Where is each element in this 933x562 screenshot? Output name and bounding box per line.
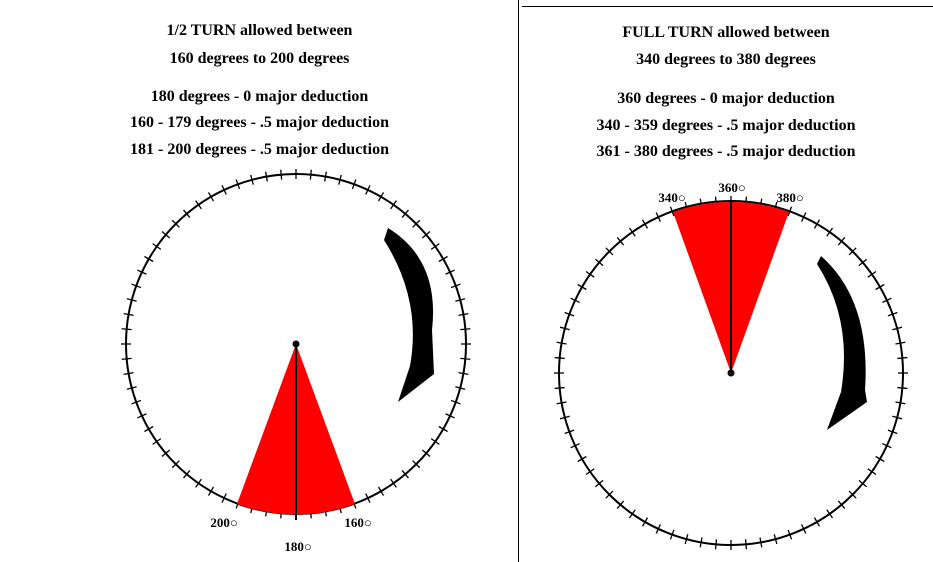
label-200: 200○ [210,515,237,530]
label-360: 360○ [718,180,745,195]
full-turn-dial: 340○ 360○ 380○ [554,180,908,550]
label-160: 160○ [344,515,371,530]
full-turn-rule-1: 360 degrees - 0 major deduction [617,90,835,107]
half-turn-rule-2: 160 - 179 degrees - .5 major deduction [130,114,389,131]
full-turn-title-line1: FULL TURN allowed between [622,24,830,41]
full-turn-rule-3: 361 - 380 degrees - .5 major deduction [596,143,856,160]
half-turn-panel: 1/2 TURN allowed between 160 degrees to … [121,22,471,554]
pivot-point [727,369,735,377]
half-turn-rule-3: 181 - 200 degrees - .5 major deduction [130,141,389,158]
clockwise-arrow-icon [384,228,434,402]
half-turn-title-line1: 1/2 TURN allowed between [166,22,353,39]
label-340: 340○ [658,190,685,205]
full-turn-panel: FULL TURN allowed between 340 degrees to… [519,0,933,562]
full-turn-rule-2: 340 - 359 degrees - .5 major deduction [596,117,856,134]
half-turn-rule-1: 180 degrees - 0 major deduction [150,88,369,105]
full-turn-title-line2: 340 degrees to 380 degrees [636,51,816,68]
label-180: 180○ [284,539,311,554]
pivot-point [292,340,300,348]
half-turn-title-line2: 160 degrees to 200 degrees [169,50,350,67]
half-turn-dial: 200○ 180○ 160○ [121,169,471,554]
panel-divider [518,0,519,562]
right-panel-top-border [522,6,933,7]
clockwise-arrow-icon [817,256,867,430]
label-380: 380○ [776,190,803,205]
